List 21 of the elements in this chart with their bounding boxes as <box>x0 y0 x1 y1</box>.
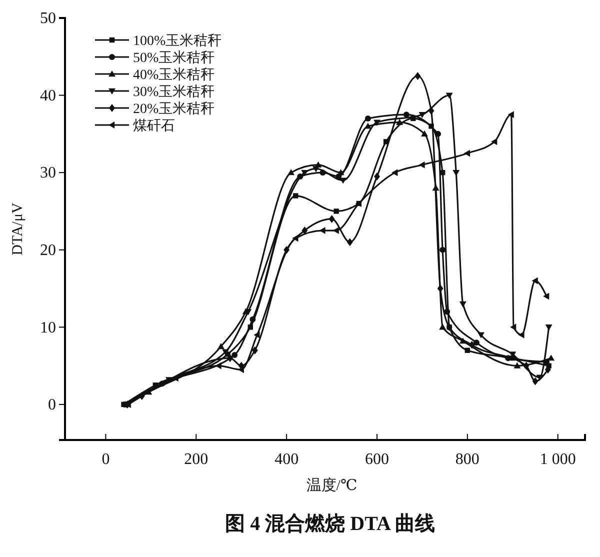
x-tick-label: 200 <box>184 450 208 468</box>
y-tick-label: 50 <box>40 10 56 28</box>
y-tick-label: 30 <box>40 164 56 182</box>
y-tick-label: 40 <box>40 87 56 104</box>
legend-label: 30%玉米秸秆 <box>133 84 215 100</box>
y-tick-label: 10 <box>40 319 56 336</box>
x-tick-label: 1 000 <box>540 450 576 468</box>
x-axis-title: 温度/℃ <box>306 477 358 494</box>
legend-label: 50%玉米秸秆 <box>133 50 215 66</box>
legend-label: 40%玉米秸秆 <box>133 66 215 83</box>
x-tick-label: 800 <box>455 450 480 468</box>
x-tick-label: 0 <box>102 450 110 468</box>
y-axis-title: DTA/μV <box>10 202 26 256</box>
legend-label: 20%玉米秸秆 <box>133 100 215 117</box>
legend-label: 100%玉米秸秆 <box>133 32 222 49</box>
legend-label: 煤矸石 <box>133 118 175 134</box>
text: 图 4 混合燃烧 DTA 曲线 <box>225 513 435 535</box>
x-tick-label: 400 <box>274 450 299 468</box>
x-tick-label: 600 <box>365 450 389 468</box>
y-tick-label: 20 <box>40 242 56 259</box>
y-tick-label: 0 <box>48 396 56 414</box>
